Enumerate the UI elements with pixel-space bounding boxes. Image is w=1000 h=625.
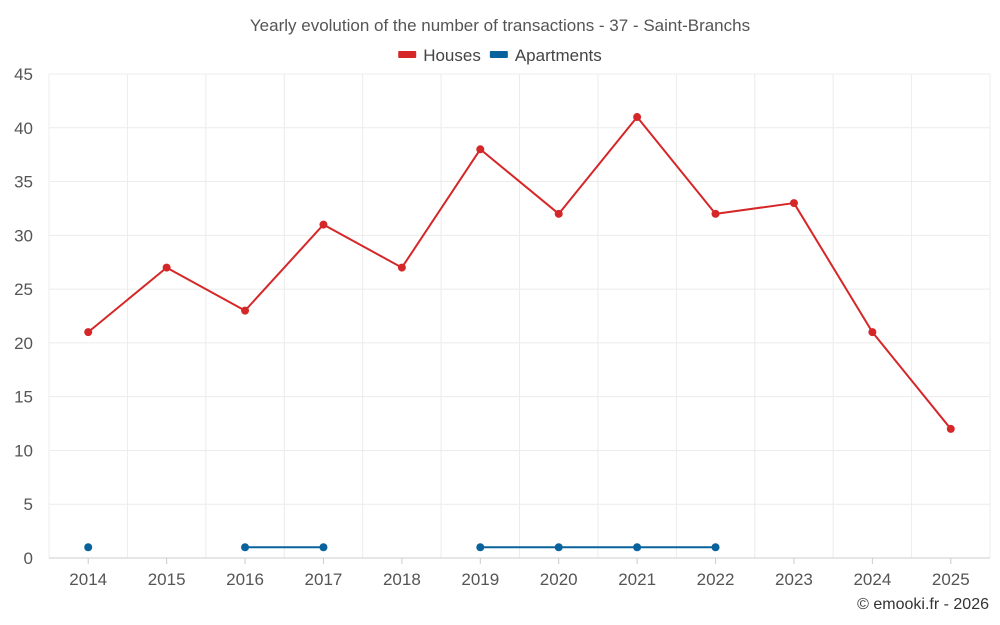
data-point-apartments: [476, 543, 485, 552]
credit-text: © emooki.fr - 2026: [857, 596, 989, 613]
x-tick-label: 2020: [540, 570, 578, 589]
x-tick-label: 2015: [148, 570, 186, 589]
legend-swatch-houses: [398, 51, 417, 58]
y-tick-label: 45: [14, 65, 33, 84]
series-apartments: [84, 543, 720, 552]
y-tick-label: 15: [14, 388, 33, 407]
grid: [48, 73, 991, 558]
data-point-houses: [789, 199, 798, 208]
x-tick-label: 2019: [461, 570, 499, 589]
data-point-houses: [633, 113, 642, 122]
y-tick-label: 10: [14, 441, 33, 460]
y-tick-label: 30: [14, 226, 33, 245]
x-tick-label: 2018: [383, 570, 421, 589]
y-tick-label: 0: [24, 549, 33, 568]
data-point-houses: [84, 328, 93, 337]
data-point-houses: [241, 306, 250, 315]
series-houses: [84, 113, 955, 433]
x-tick-label: 2024: [853, 570, 891, 589]
series-line-houses: [87, 116, 952, 430]
y-tick-label: 5: [24, 495, 33, 514]
data-point-apartments: [84, 543, 93, 552]
data-point-houses: [711, 209, 720, 218]
chart-title: Yearly evolution of the number of transa…: [250, 16, 750, 35]
x-tick-label: 2022: [697, 570, 735, 589]
x-tick-label: 2016: [226, 570, 264, 589]
data-point-apartments: [554, 543, 563, 552]
data-point-houses: [397, 263, 406, 272]
y-tick-label: 40: [14, 119, 33, 138]
y-tick-label: 20: [14, 334, 33, 353]
legend-item-apartments: Apartments: [489, 46, 602, 65]
data-point-houses: [868, 328, 877, 337]
data-point-apartments: [633, 543, 642, 552]
data-point-apartments: [711, 543, 720, 552]
data-point-apartments: [241, 543, 250, 552]
legend: Houses Apartments: [398, 46, 602, 65]
data-point-houses: [162, 263, 171, 272]
series-layer: [84, 113, 955, 552]
data-point-apartments: [319, 543, 328, 552]
y-tick-label: 25: [14, 280, 33, 299]
x-tick-label: 2017: [305, 570, 343, 589]
data-point-houses: [554, 209, 563, 218]
x-tick-label: 2025: [932, 570, 970, 589]
data-point-houses: [946, 424, 955, 433]
data-point-houses: [476, 145, 485, 154]
legend-item-houses: Houses: [398, 46, 481, 65]
x-tick-label: 2014: [69, 570, 107, 589]
x-tick-label: 2023: [775, 570, 813, 589]
legend-swatch-apartments: [489, 51, 508, 58]
legend-label-apartments: Apartments: [515, 46, 602, 65]
x-tick-label: 2021: [618, 570, 656, 589]
y-tick-label: 35: [14, 173, 33, 192]
data-point-houses: [319, 220, 328, 229]
legend-label-houses: Houses: [423, 46, 481, 65]
